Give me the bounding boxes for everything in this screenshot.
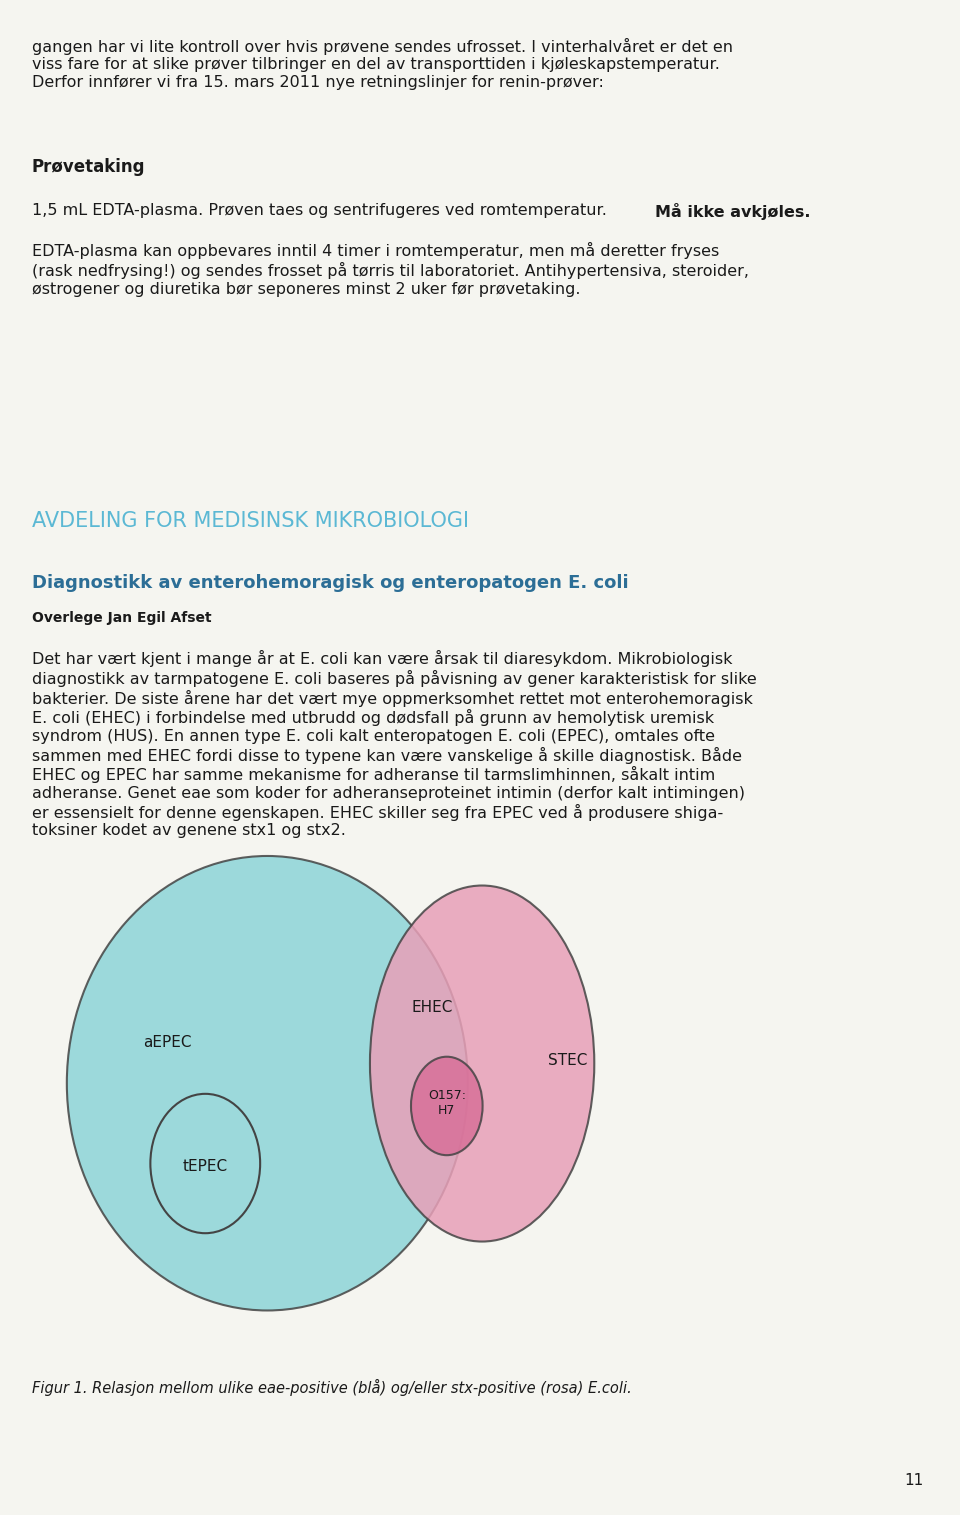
Text: STEC: STEC xyxy=(548,1053,588,1068)
Text: gangen har vi lite kontroll over hvis prøvene sendes ufrosset. I vinterhalvåret : gangen har vi lite kontroll over hvis pr… xyxy=(32,38,732,89)
Ellipse shape xyxy=(370,885,594,1242)
Text: O157:
H7: O157: H7 xyxy=(428,1089,466,1117)
Text: Overlege Jan Egil Afset: Overlege Jan Egil Afset xyxy=(32,611,211,624)
Text: AVDELING FOR MEDISINSK MIKROBIOLOGI: AVDELING FOR MEDISINSK MIKROBIOLOGI xyxy=(32,511,468,530)
Text: 11: 11 xyxy=(904,1473,924,1488)
Text: 1,5 mL EDTA-plasma. Prøven taes og sentrifugeres ved romtemperatur.: 1,5 mL EDTA-plasma. Prøven taes og sentr… xyxy=(32,203,612,218)
Text: Prøvetaking: Prøvetaking xyxy=(32,158,145,176)
Text: Figur 1. Relasjon mellom ulike eae-positive (blå) og/eller stx-positive (rosa) E: Figur 1. Relasjon mellom ulike eae-posit… xyxy=(32,1379,632,1395)
Text: Diagnostikk av enterohemoragisk og enteropatogen E. coli: Diagnostikk av enterohemoragisk og enter… xyxy=(32,574,628,592)
Ellipse shape xyxy=(67,856,468,1310)
Text: EDTA-plasma kan oppbevares inntil 4 timer i romtemperatur, men må deretter fryse: EDTA-plasma kan oppbevares inntil 4 time… xyxy=(32,242,749,297)
Ellipse shape xyxy=(411,1057,483,1156)
Text: Det har vært kjent i mange år at E. coli kan være årsak til diaresykdom. Mikrobi: Det har vært kjent i mange år at E. coli… xyxy=(32,650,756,838)
Text: aEPEC: aEPEC xyxy=(143,1035,191,1050)
Text: Må ikke avkjøles.: Må ikke avkjøles. xyxy=(655,203,810,220)
Text: EHEC: EHEC xyxy=(412,1000,453,1015)
Text: tEPEC: tEPEC xyxy=(182,1159,228,1174)
